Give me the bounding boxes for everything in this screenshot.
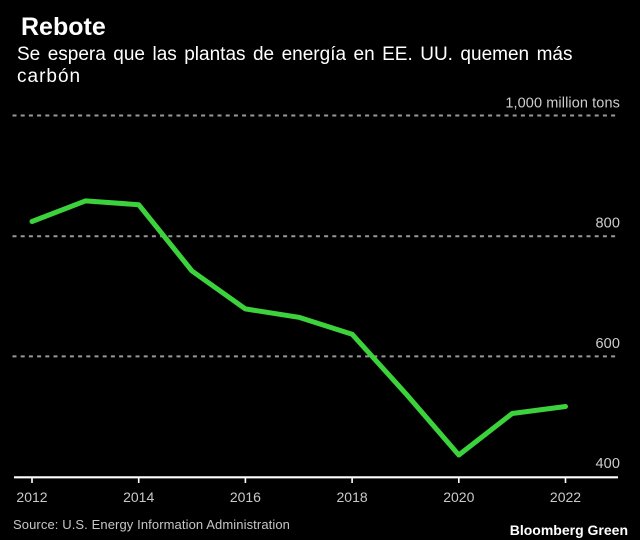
svg-text:2022: 2022 bbox=[550, 489, 581, 505]
svg-text:2012: 2012 bbox=[16, 489, 47, 505]
svg-text:600: 600 bbox=[596, 336, 621, 352]
svg-text:2016: 2016 bbox=[230, 489, 261, 505]
svg-text:400: 400 bbox=[596, 456, 621, 472]
svg-text:2014: 2014 bbox=[123, 489, 154, 505]
svg-text:2020: 2020 bbox=[443, 489, 474, 505]
svg-text:800: 800 bbox=[596, 216, 621, 232]
svg-text:1,000 million tons: 1,000 million tons bbox=[505, 96, 620, 112]
svg-text:2018: 2018 bbox=[337, 489, 368, 505]
